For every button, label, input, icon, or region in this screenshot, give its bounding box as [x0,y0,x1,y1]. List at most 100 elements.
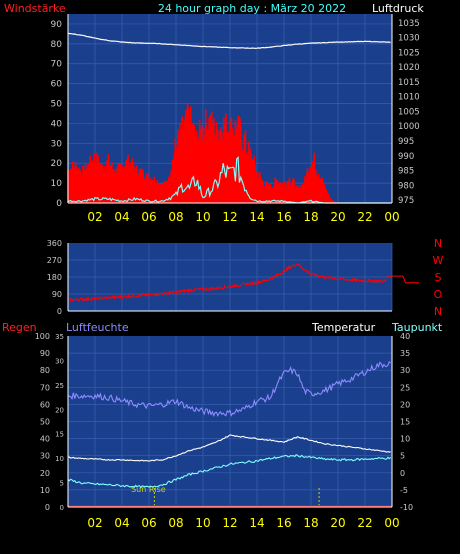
direction-left-tick: 0 [57,307,62,316]
wind-right-tick: 1015 [398,78,420,88]
climate-hour-label: 04 [114,516,129,530]
wind-left-tick: 60 [51,80,63,90]
humidity-tick: 30 [40,452,50,461]
rain-tick: 0 [60,504,64,512]
climate-humidity-label: Luftfeuchte [66,321,129,334]
wind-left-tick: 80 [51,40,63,50]
wind-left-tick: 90 [51,20,63,30]
wind-right-tick: 1035 [398,19,420,29]
rain-tick: 5 [60,480,64,488]
climate-hour-label: 14 [249,516,264,530]
rain-tick: 25 [55,382,64,390]
humidity-tick: 70 [40,383,50,392]
wind-hour-label: 08 [168,210,183,224]
direction-left-tick: 360 [47,239,62,248]
climate-hour-label: 20 [330,516,345,530]
wind-right-tick: 1030 [398,34,420,44]
temperature-tick: 15 [400,418,410,427]
temperature-tick: 40 [400,332,410,341]
direction-compass-label: N [434,305,442,318]
temperature-tick: 5 [400,452,405,461]
temperature-tick: 20 [400,400,410,409]
direction-compass-label: W [433,254,444,267]
wind-left-tick: 0 [56,199,62,209]
wind-hour-label: 12 [222,210,237,224]
humidity-tick: 40 [40,435,50,444]
wind-direction-series [67,262,387,303]
wind-right-tick: 995 [398,137,414,147]
wind-left-tick: 70 [51,60,63,70]
wind-hour-label: 22 [357,210,372,224]
page-title: 24 hour graph day : März 20 2022 [158,2,346,15]
temperature-tick: 10 [400,435,410,444]
wind-right-tick: 1000 [398,122,420,132]
humidity-tick: 100 [35,332,50,341]
wind-right-tick: 1010 [398,93,420,103]
wind-left-label: Windstärke [4,2,66,15]
temperature-series [68,434,391,462]
wind-left-tick: 20 [51,159,63,169]
wind-hour-label: 18 [303,210,318,224]
hour-axis-labels: 02 02 04 04 06 06 08 08 10 10 12 12 14 14 16 16 18 18 20 20… [87,210,399,530]
humidity-tick: 10 [40,486,50,495]
wind-right-tick: 985 [398,167,414,177]
rain-tick: 10 [55,455,64,463]
direction-compass-label: N [434,237,442,250]
wind-right-tick: 1025 [398,48,420,58]
rain-tick: 35 [55,333,64,341]
rain-tick: 30 [55,357,64,365]
wind-left-tick: 10 [51,179,63,189]
wind-right-label: Luftdruck [372,2,424,15]
wind-chart: 0102030405060708090975980985990995100010… [51,14,420,209]
wind-right-tick: 1005 [398,107,420,117]
climate-hour-label: 22 [357,516,372,530]
climate-hour-label: 12 [222,516,237,530]
climate-chart: 010203040506070809010005101520253035-10-… [35,332,413,512]
wind-left-tick: 50 [51,100,63,110]
humidity-tick: 90 [40,349,50,358]
rain-tick: 20 [55,406,64,414]
wind-right-tick: 980 [398,181,414,191]
direction-left-tick: 180 [47,273,62,282]
temperature-tick: 30 [400,366,410,375]
wind-right-tick: 1020 [398,63,420,73]
humidity-tick: 60 [40,400,50,409]
temperature-tick: 0 [400,469,405,478]
humidity-tick: 50 [40,418,50,427]
climate-hour-label: 00 [384,516,399,530]
wind-hour-label: 16 [276,210,291,224]
climate-hour-label: 16 [276,516,291,530]
climate-rain-label: Regen [2,321,37,334]
climate-hour-label: 08 [168,516,183,530]
climate-hour-label: 02 [87,516,102,530]
sunrise-label: Sun Rise [131,485,166,494]
temperature-tick: 25 [400,383,410,392]
humidity-tick: 20 [40,469,50,478]
direction-left-tick: 90 [52,290,62,299]
wind-hour-label: 04 [114,210,129,224]
temperature-tick: -5 [400,486,408,495]
humidity-tick: 0 [45,503,50,512]
temperature-tick: -10 [400,503,413,512]
climate-hour-label: 06 [141,516,156,530]
rain-tick: 15 [55,431,64,439]
climate-dewpoint-label: Taupunkt [391,321,443,334]
climate-hour-label: 10 [195,516,210,530]
pressure-series [67,32,391,50]
wind-hour-label: 10 [195,210,210,224]
humidity-series [67,361,391,418]
wind-direction-trend [386,275,419,284]
wind-hour-label: 06 [141,210,156,224]
wind-left-tick: 30 [51,139,63,149]
wind-left-tick: 40 [51,119,63,129]
direction-compass-label: S [435,271,442,284]
humidity-tick: 80 [40,366,50,375]
wind-hour-label: 14 [249,210,264,224]
direction-left-tick: 270 [47,256,62,265]
wind-right-tick: 990 [398,152,414,162]
wind-hour-label: 00 [384,210,399,224]
wind-hour-label: 02 [87,210,102,224]
direction-compass-label: O [434,288,443,301]
wind-right-tick: 975 [398,196,414,206]
